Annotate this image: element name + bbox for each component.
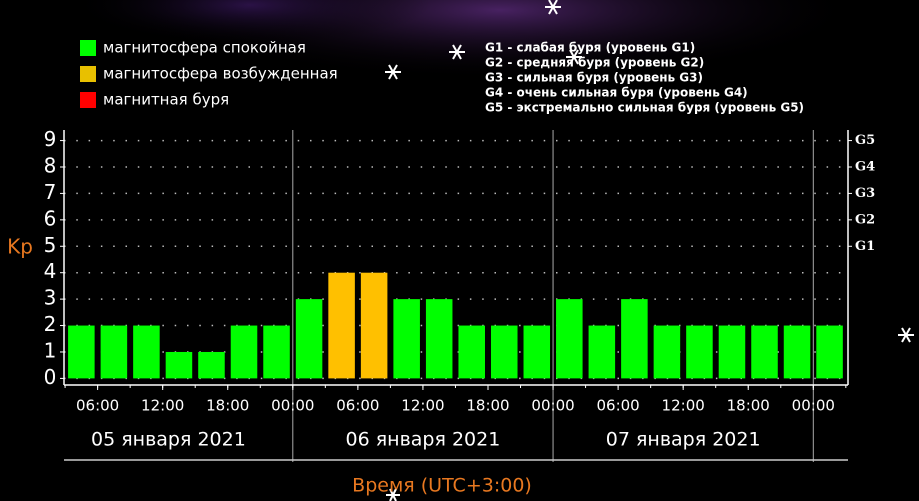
bar	[263, 325, 290, 379]
y-tick-label: 0	[44, 365, 57, 389]
bar	[751, 325, 778, 379]
y-tick-label: 6	[44, 206, 57, 230]
bar	[165, 351, 193, 379]
day-label: 07 января 2021	[606, 429, 761, 451]
legend-swatch	[80, 66, 96, 82]
legend-label: магнитная буря	[103, 91, 229, 109]
bar	[360, 272, 388, 379]
x-tick-label: 18:00	[206, 397, 249, 415]
bar	[393, 299, 420, 379]
bar	[556, 299, 583, 379]
y2-tick-label: G4	[855, 159, 875, 174]
nebula	[70, 0, 430, 45]
bar	[686, 325, 713, 379]
bar	[68, 325, 95, 379]
bar	[621, 299, 648, 379]
y-tick-label: 1	[44, 338, 57, 362]
x-tick-label: 00:00	[531, 397, 574, 415]
storm-level-label: G5 - экстремально сильная буря (уровень …	[485, 101, 804, 115]
x-tick-label: 00:00	[792, 397, 835, 415]
bar	[588, 325, 616, 379]
x-tick-label: 18:00	[727, 397, 770, 415]
y2-tick-label: G2	[855, 212, 875, 227]
bar	[490, 325, 518, 379]
storm-level-label: G3 - сильная буря (уровень G3)	[485, 71, 703, 85]
y-tick-label: 7	[44, 180, 57, 204]
snowflakes	[385, 0, 914, 501]
y-axis-label: Kp	[7, 235, 33, 259]
legend-label: магнитосфера возбужденная	[103, 65, 338, 83]
bar	[425, 299, 453, 379]
x-tick-label: 00:00	[271, 397, 314, 415]
bar	[198, 351, 225, 379]
y-tick-label: 8	[44, 153, 57, 177]
x-axis-label: Время (UTC+3:00)	[352, 475, 532, 497]
legend-swatch	[80, 40, 96, 56]
bar	[133, 325, 160, 379]
storm-level-label: G2 - средняя буря (уровень G2)	[485, 56, 704, 70]
y-tick-label: 9	[44, 127, 57, 151]
y2-tick-label: G3	[855, 186, 875, 201]
y-tick-label: 5	[44, 233, 57, 257]
bar	[328, 272, 355, 379]
x-tick-label: 12:00	[662, 397, 705, 415]
x-tick-label: 06:00	[76, 397, 119, 415]
storm-level-label: G1 - слабая буря (уровень G1)	[485, 41, 695, 55]
y-tick-label: 3	[44, 286, 57, 310]
bar	[100, 325, 128, 379]
bar	[523, 325, 551, 379]
x-tick-label: 12:00	[401, 397, 444, 415]
bar	[653, 325, 681, 379]
day-label: 05 января 2021	[91, 429, 246, 451]
x-tick-label: 06:00	[596, 397, 639, 415]
bar	[230, 325, 258, 379]
bar	[458, 325, 485, 379]
x-tick-label: 12:00	[141, 397, 184, 415]
day-label: 06 января 2021	[346, 429, 501, 451]
bar	[718, 325, 746, 379]
x-tick-label: 18:00	[466, 397, 509, 415]
storm-level-label: G4 - очень сильная буря (уровень G4)	[485, 86, 748, 100]
x-tick-label: 06:00	[336, 397, 379, 415]
bar	[295, 299, 323, 379]
bar	[816, 325, 843, 379]
y-tick-label: 4	[44, 259, 57, 283]
y2-tick-label: G5	[855, 133, 875, 148]
y-tick-label: 2	[44, 312, 57, 336]
legend-swatch	[80, 92, 96, 108]
bar	[783, 325, 811, 379]
legend-label: магнитосфера спокойная	[103, 39, 306, 57]
y2-tick-label: G1	[855, 239, 875, 254]
